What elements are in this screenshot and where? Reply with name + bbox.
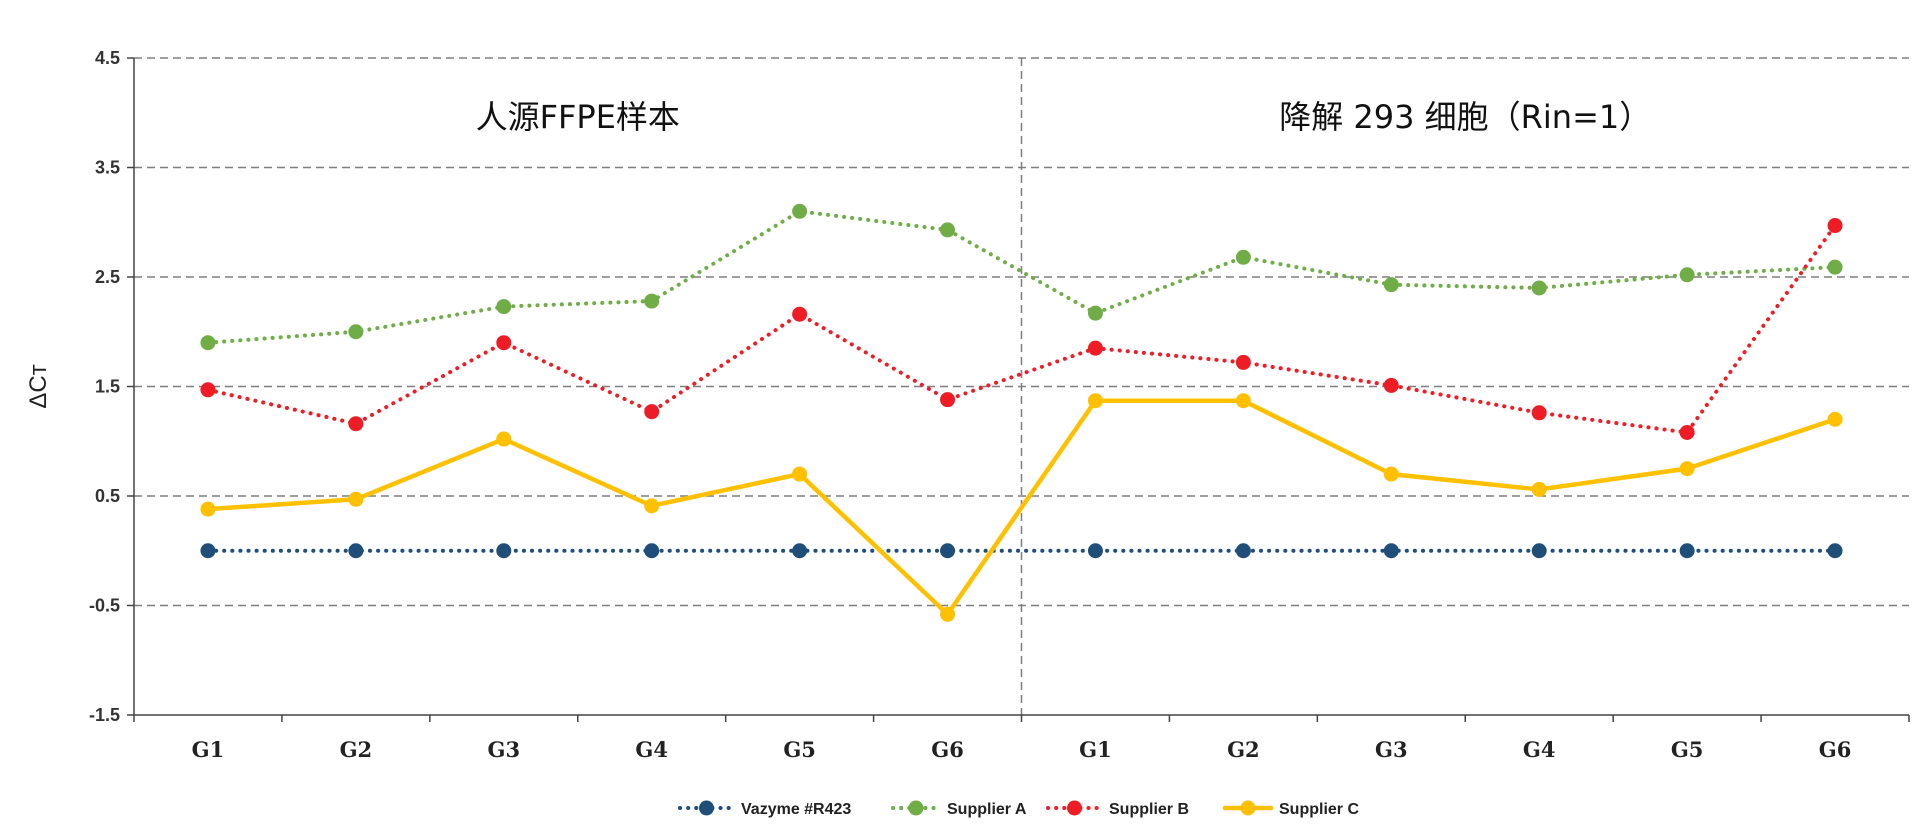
data-point (1087, 543, 1103, 559)
data-point (1087, 305, 1103, 321)
x-tick-label: G3 (1375, 737, 1408, 762)
data-point (940, 543, 956, 559)
data-point (1383, 466, 1399, 482)
y-tick-labels: 4.5 3.5 2.5 1.5 0.5 -0.5 -1.5 (89, 48, 120, 725)
x-tick-label: G1 (1079, 737, 1112, 762)
grid-lines (134, 57, 1909, 715)
panel-label-ffpe: 人源FFPE样本 (476, 98, 680, 136)
data-point (496, 431, 512, 447)
legend-marker (699, 800, 714, 816)
series-line (205, 223, 1838, 435)
x-tick-label: G2 (340, 737, 373, 762)
data-point (792, 466, 808, 482)
data-point (1531, 543, 1547, 559)
data-point (1827, 218, 1843, 234)
legend: Vazyme #R423 Supplier A Supplier B Supplier… (678, 800, 1359, 818)
data-point (1679, 267, 1695, 283)
legend-label: Supplier B (1109, 801, 1189, 818)
data-point (1235, 354, 1251, 370)
data-point (1531, 280, 1547, 296)
series-line (205, 209, 1838, 345)
legend-entry: Supplier A (891, 800, 1027, 818)
data-point (496, 335, 512, 351)
data-point (644, 498, 660, 514)
data-point (1087, 393, 1103, 409)
data-point (1383, 377, 1399, 393)
data-point (792, 203, 808, 219)
data-point (200, 501, 216, 517)
data-point (1679, 461, 1695, 477)
data-point (792, 306, 808, 322)
y-axis-label: ΔCт (25, 364, 52, 408)
data-point (1235, 543, 1251, 559)
data-point (940, 392, 956, 408)
legend-entry: Supplier B (1046, 800, 1189, 818)
data-point (496, 543, 512, 559)
legend-entry: Vazyme #R423 (678, 800, 851, 818)
axes (127, 57, 1910, 722)
data-point (200, 382, 216, 398)
data-series (200, 203, 1843, 622)
data-point (644, 543, 660, 559)
data-point (940, 606, 956, 622)
y-tick-label: -0.5 (89, 596, 120, 616)
x-tick-label: G3 (488, 737, 521, 762)
x-tick-label: G4 (1523, 737, 1556, 762)
x-tick-label: G5 (1671, 737, 1704, 762)
y-tick-label: 1.5 (95, 377, 120, 397)
data-point (940, 222, 956, 238)
data-point (1531, 481, 1547, 497)
series-supplier-b (200, 218, 1843, 440)
x-tick-labels: G1 G2 G3 G4 G5 G6 G1 G2 G3 G4 G5 G6 (192, 737, 1852, 762)
y-tick-label: 0.5 (95, 486, 120, 506)
y-tick-label: -1.5 (89, 705, 120, 725)
data-point (1679, 424, 1695, 440)
series-supplier-a (200, 203, 1843, 351)
data-point (792, 543, 808, 559)
data-point (200, 543, 216, 559)
data-point (348, 416, 364, 432)
x-tick-label: G2 (1227, 737, 1260, 762)
x-tick-label: G6 (931, 737, 964, 762)
y-tick-label: 2.5 (95, 267, 120, 287)
data-point (200, 335, 216, 351)
data-point (644, 404, 660, 420)
x-tick-label: G4 (635, 737, 668, 762)
y-tick-label: 4.5 (95, 48, 120, 68)
legend-label: Supplier C (1279, 801, 1359, 818)
legend-label: Supplier A (947, 801, 1027, 818)
x-tick-label: G6 (1819, 737, 1852, 762)
data-point (1679, 543, 1695, 559)
x-tick-label: G1 (192, 737, 225, 762)
data-point (1827, 259, 1843, 275)
legend-entry: Supplier C (1222, 800, 1359, 818)
data-point (1531, 405, 1547, 421)
data-point (1235, 393, 1251, 409)
data-point (348, 543, 364, 559)
data-point (644, 293, 660, 309)
data-point (1827, 411, 1843, 427)
data-point (1383, 543, 1399, 559)
data-point (1235, 249, 1251, 265)
legend-marker (908, 800, 924, 816)
series-line (205, 398, 1838, 617)
legend-marker (1067, 800, 1082, 816)
panel-label-degraded-293: 降解 293 细胞（Rin=1） (1279, 98, 1651, 136)
data-point (348, 324, 364, 340)
data-point (496, 299, 512, 315)
series-vazyme-r423 (200, 543, 1843, 559)
data-point (1383, 277, 1399, 293)
data-point (1827, 543, 1843, 559)
y-tick-label: 3.5 (95, 158, 120, 178)
data-point (348, 491, 364, 507)
series-supplier-c (200, 393, 1843, 622)
legend-label: Vazyme #R423 (741, 801, 851, 818)
x-tick-label: G5 (783, 737, 816, 762)
legend-marker (1240, 800, 1256, 816)
data-point (1087, 340, 1103, 356)
